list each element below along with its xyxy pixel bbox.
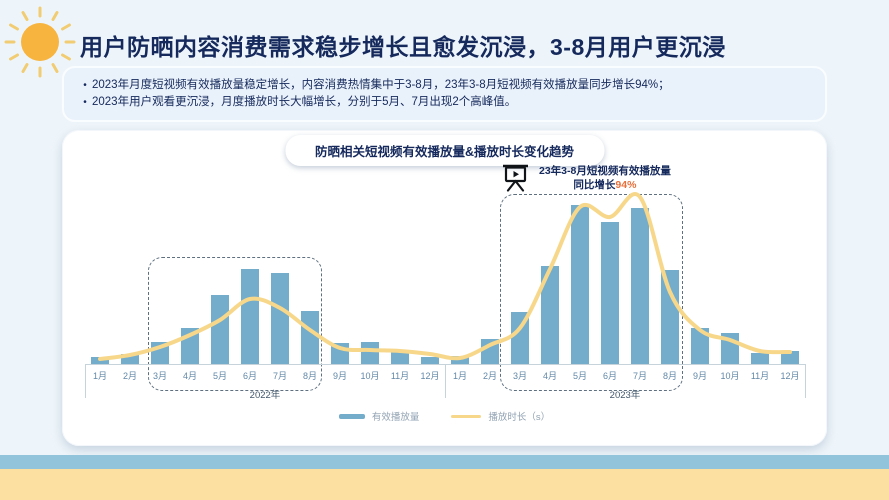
annotation-text: 23年3-8月短视频有效播放量 同比增长94% <box>539 164 671 192</box>
bar-month-9 <box>691 328 709 364</box>
bar-swatch <box>338 413 365 419</box>
chart-card: 防晒相关短视频有效播放量&播放时长变化趋势 1月 2月 3月 4月 5月 6月 7月 8月 9月… <box>62 130 827 446</box>
month-label: 7月 <box>272 371 287 381</box>
month-label: 1月 <box>92 371 107 381</box>
legend-label: 播放时长（s） <box>488 412 551 423</box>
month-label: 2月 <box>122 371 137 381</box>
month-label: 5月 <box>572 371 587 381</box>
duration-line-series <box>98 192 792 361</box>
month-label: 3月 <box>512 371 527 381</box>
month-label: 9月 <box>692 371 707 381</box>
bar-month-10 <box>361 342 379 364</box>
chart-legend: 有效播放量 播放时长（s） <box>62 409 827 423</box>
month-label: 4月 <box>542 371 557 381</box>
footer-band-yellow <box>0 469 889 500</box>
legend-label: 有效播放量 <box>371 412 420 423</box>
bar-month-4 <box>541 266 559 364</box>
bar-month-11 <box>751 353 769 364</box>
bar-month-6 <box>241 269 259 364</box>
axis-tick <box>85 364 86 398</box>
highlight-box-2023-mar-aug <box>500 194 683 391</box>
axis-tick-year-divider <box>445 364 446 398</box>
annotation-line2: 同比增长94% <box>573 178 637 191</box>
month-label: 11月 <box>750 371 770 381</box>
bar-month-7 <box>631 208 649 364</box>
bullet-marker: • <box>83 80 87 91</box>
annotation-line1: 23年3-8月短视频有效播放量 <box>539 164 671 177</box>
month-label: 12月 <box>420 371 440 381</box>
month-label: 8月 <box>662 371 677 381</box>
summary-box: • 2023年月度短视频有效播放量稳定增长，内容消费热情集中于3-8月，23年3… <box>62 66 827 122</box>
month-label: 7月 <box>632 371 647 381</box>
month-axis-labels: 1月 2月 3月 4月 5月 6月 7月 8月 9月 10月 11月 12月 1月 2月 3月 4月 5月 6月 7… <box>85 369 805 382</box>
year-label-2023: 2023年 <box>609 390 641 401</box>
month-label: 3月 <box>152 371 167 381</box>
month-label: 2月 <box>482 371 497 381</box>
chart-title: 防晒相关短视频有效播放量&播放时长变化趋势 <box>284 135 605 166</box>
legend-item-line: 播放时长（s） <box>451 409 550 423</box>
bar-month-5 <box>211 295 229 364</box>
month-label: 6月 <box>602 371 617 381</box>
line-swatch <box>451 414 482 418</box>
month-label: 6月 <box>242 371 257 381</box>
bar-month-7 <box>271 273 289 364</box>
page-title: 用户防晒内容消费需求稳步增长且愈发沉浸，3-8月用户更沉浸 <box>80 34 726 60</box>
bullet-item: • 2023年用户观看更沉浸，月度播放时长大幅增长，分别于5月、7月出现2个高峰… <box>78 94 805 111</box>
bullet-text: 2023年月度短视频有效播放量稳定增长，内容消费热情集中于3-8月，23年3-8… <box>92 79 670 91</box>
bar-month-6 <box>601 222 619 364</box>
bullet-marker: • <box>83 97 87 108</box>
bullet-item: • 2023年月度短视频有效播放量稳定增长，内容消费热情集中于3-8月，23年3… <box>78 77 805 94</box>
bar-month-12 <box>421 357 439 364</box>
growth-percent: 94% <box>615 178 637 191</box>
month-label: 8月 <box>302 371 317 381</box>
projector-screen-icon <box>503 164 528 192</box>
bar-month-8 <box>661 270 679 364</box>
bar-month-11 <box>391 351 409 364</box>
month-label: 9月 <box>332 371 347 381</box>
sun-icon <box>4 6 76 78</box>
legend-item-bar: 有效播放量 <box>338 409 420 423</box>
growth-annotation: 23年3-8月短视频有效播放量 同比增长94% <box>502 163 671 192</box>
bar-month-2 <box>121 354 139 364</box>
month-label: 11月 <box>390 371 410 381</box>
month-label: 5月 <box>212 371 227 381</box>
year-label-2022: 2022年 <box>249 390 281 401</box>
axis-tick <box>805 364 806 398</box>
highlight-box-2022-mar-aug <box>148 257 322 391</box>
bar-month-12 <box>781 351 799 364</box>
month-label: 4月 <box>182 371 197 381</box>
month-label: 10月 <box>720 371 740 381</box>
bullet-text: 2023年用户观看更沉浸，月度播放时长大幅增长，分别于5月、7月出现2个高峰值。 <box>92 96 517 108</box>
bar-month-5 <box>571 205 589 364</box>
month-label: 12月 <box>780 371 800 381</box>
month-label: 1月 <box>452 371 467 381</box>
footer-band-blue <box>0 455 889 469</box>
month-label: 10月 <box>360 371 380 381</box>
